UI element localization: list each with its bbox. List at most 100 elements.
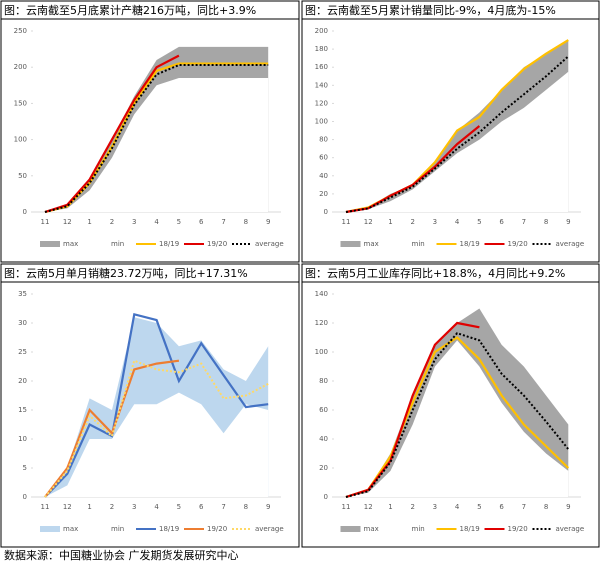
range-area [346, 340, 569, 497]
x-tick-label: 6 [199, 218, 204, 226]
x-tick-label: 2 [110, 218, 114, 226]
x-tick-label: 12 [364, 218, 373, 226]
y-tick-label: 30 [18, 319, 27, 327]
x-tick-label: 3 [433, 503, 437, 511]
y-tick-label: 25 [18, 348, 27, 356]
series-line [44, 359, 269, 498]
series-line [345, 331, 570, 498]
legend-swatch [388, 241, 409, 247]
x-tick-label: 9 [566, 218, 570, 226]
y-tick-label: 180 [315, 45, 328, 53]
range-area [45, 78, 269, 212]
x-tick-label: 11 [342, 218, 351, 226]
x-tick-label: 12 [364, 503, 373, 511]
y-tick-label: 40 [319, 435, 328, 443]
x-tick-label: 3 [433, 218, 437, 226]
y-tick-label: 100 [315, 118, 328, 126]
y-tick-label: 100 [14, 136, 27, 144]
y-tick-label: 0 [23, 208, 27, 216]
legend-label: 18/19 [159, 525, 179, 533]
legend-label: 19/20 [207, 525, 227, 533]
y-tick-label: 10 [18, 435, 27, 443]
legend-swatch [40, 241, 60, 247]
panel-border [301, 0, 600, 263]
x-tick-label: 1 [87, 503, 91, 511]
chart-panel: 图：云南截至5月底累计产糖216万吨，同比+3.9%05010015020025… [0, 0, 300, 263]
chart-panel: 图：云南5月工业库存同比+18.8%，4月同比+9.2% 0 20 40 60 80 100… [301, 263, 600, 548]
legend-label: 19/20 [207, 240, 227, 248]
x-tick-label: 5 [177, 503, 181, 511]
y-tick-label: 20 [18, 377, 27, 385]
y-tick-label: 20 [319, 464, 328, 472]
x-tick-label: 6 [499, 218, 504, 226]
legend-swatch [88, 526, 108, 532]
x-tick-label: 6 [499, 503, 504, 511]
x-tick-label: 8 [544, 218, 548, 226]
chart-panel: 图：云南5月单月销糖23.72万吨，同比+17.31% 0 5 10 15 20 25 30 3… [0, 263, 300, 548]
y-tick-label: 40 [319, 172, 328, 180]
y-tick-label: 120 [315, 319, 328, 327]
x-tick-label: 9 [566, 503, 570, 511]
y-tick-label: 60 [319, 406, 328, 414]
x-tick-label: 5 [477, 218, 481, 226]
panel-border [0, 0, 300, 263]
x-tick-label: 5 [177, 218, 181, 226]
y-tick-label: 120 [315, 99, 328, 107]
chart-title: 图：云南截至5月累计销量同比-9%，4月底为-15% [305, 3, 556, 17]
legend-swatch [40, 526, 60, 532]
legend-label: min [111, 240, 124, 248]
y-tick-label: 140 [315, 290, 328, 298]
x-tick-label: 2 [110, 503, 114, 511]
series-line [44, 359, 180, 498]
y-tick-label: 0 [23, 493, 27, 501]
legend-swatch [388, 526, 409, 532]
y-tick-label: 0 [324, 493, 328, 501]
x-tick-label: 1 [87, 218, 91, 226]
x-tick-label: 1 [388, 503, 392, 511]
x-tick-label: 9 [266, 218, 270, 226]
x-tick-label: 2 [410, 503, 414, 511]
legend-label: min [111, 525, 124, 533]
series-line [44, 64, 269, 213]
x-tick-label: 5 [477, 503, 481, 511]
x-tick-label: 8 [244, 503, 248, 511]
x-tick-label: 3 [132, 218, 136, 226]
x-tick-label: 4 [154, 218, 159, 226]
legend-swatch [340, 241, 361, 247]
x-tick-label: 9 [266, 503, 270, 511]
chart-title: 图：云南5月单月销糖23.72万吨，同比+17.31% [4, 266, 248, 280]
x-tick-label: 3 [132, 503, 136, 511]
legend-label: 19/20 [508, 525, 528, 533]
series-line [345, 125, 481, 214]
series-line [44, 54, 180, 214]
x-tick-label: 4 [154, 503, 159, 511]
y-tick-label: 80 [319, 136, 328, 144]
legend-label: average [255, 525, 284, 533]
legend-label: max [63, 525, 78, 533]
x-tick-label: 7 [522, 218, 526, 226]
x-tick-label: 7 [522, 503, 526, 511]
y-tick-label: 60 [319, 154, 328, 162]
panel-border [301, 263, 600, 548]
legend-swatch [88, 241, 108, 247]
legend-label: max [364, 240, 379, 248]
x-tick-label: 7 [221, 218, 225, 226]
y-tick-label: 20 [319, 190, 328, 198]
panel-border [0, 263, 300, 548]
x-tick-label: 11 [342, 503, 351, 511]
series-line [345, 336, 570, 499]
x-tick-label: 8 [244, 218, 248, 226]
y-tick-label: 200 [14, 63, 27, 71]
y-tick-label: 15 [18, 406, 27, 414]
x-tick-label: 11 [41, 218, 50, 226]
x-tick-label: 7 [221, 503, 225, 511]
y-tick-label: 0 [324, 208, 328, 216]
y-tick-label: 140 [315, 81, 328, 89]
chart-panel: 图：云南截至5月累计销量同比-9%，4月底为-15% 0 20 40 60 80 100 12… [301, 0, 600, 263]
legend-label: max [364, 525, 379, 533]
y-tick-label: 160 [315, 63, 328, 71]
legend-swatch [340, 526, 361, 532]
legend-label: 18/19 [460, 525, 480, 533]
range-area [346, 71, 569, 212]
